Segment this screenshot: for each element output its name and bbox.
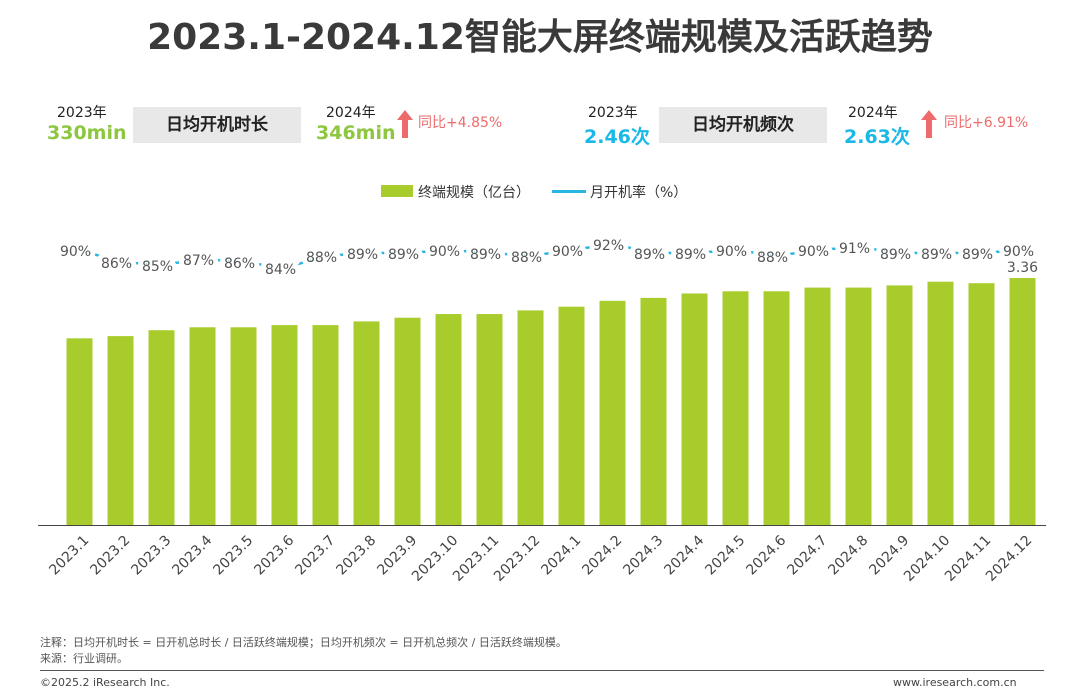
line-data-label: 90% [60,244,91,260]
line-data-label: 89% [388,247,419,263]
line-data-label: 91% [839,241,870,257]
bar [558,306,585,525]
chart-area: 90% 86% 85% 87% 86% 84% 88% 89% 89% 90% 89% 88% 90% 9… [38,233,1046,585]
x-tick-label: 2023.6 [251,532,297,578]
chart-source: 来源：行业调研。 [40,652,128,665]
x-tick-label: 2024.3 [620,533,666,579]
page-title: 2023.1-2024.12智能大屏终端规模及活跃趋势 [147,17,933,58]
arrow-up-icon [921,110,937,138]
line-data-label: 86% [101,256,132,272]
line-data-label: 90% [798,244,829,260]
chart-legend: 终端规模（亿台） 月开机率（%） [0,181,1080,201]
x-tick-label: 2024.12 [983,533,1035,585]
x-tick-label: 2024.2 [579,533,625,579]
chart-note: 注释：日均开机时长 = 日开机总时长 / 日活跃终端规模；日均开机频次 = 日开… [40,636,567,649]
x-tick-label: 2023.7 [292,533,338,579]
bar [148,330,175,525]
line-data-label: 89% [962,247,993,263]
x-tick-label: 2023.1 [46,533,92,579]
kpi-frequency-2023-label: 2023年 [588,105,638,121]
footer-url: www.iresearch.com.cn [893,676,1017,689]
kpi-duration-2023-value: 330min [47,122,127,144]
kpi-frequency-label: 日均开机频次 [659,107,827,143]
x-tick-label: 2024.8 [825,533,871,579]
bar [886,285,913,525]
x-tick-label: 2023.8 [333,533,379,579]
x-tick-label: 2024.4 [661,532,707,578]
x-tick-label: 2023.5 [210,533,256,579]
legend-swatch-bar [381,185,413,197]
x-tick-label: 2024.6 [743,532,789,578]
line-data-label: 90% [429,244,460,260]
x-tick-label: 2024.5 [702,533,748,579]
x-tick-label: 2023.4 [169,532,215,578]
line-data-label: 88% [306,250,337,266]
bar [517,310,544,525]
kpi-frequency-growth: 同比+6.91% [944,115,1029,131]
bar [107,336,134,525]
bar [394,317,421,525]
kpi-duration-2024-label: 2024年 [326,105,376,121]
bar [66,338,93,525]
line-data-label: 85% [142,259,173,275]
bar [722,291,749,525]
legend-swatch-line [552,190,586,193]
kpi-frequency-2023-value: 2.46次 [584,126,650,148]
kpi-duration-label: 日均开机时长 [133,107,301,143]
bar [1009,278,1036,525]
bar [640,297,667,525]
line-data-label: 88% [757,250,788,266]
bar [476,314,503,525]
line-data-label: 88% [511,250,542,266]
line-data-label: 89% [675,247,706,263]
x-tick-label: 2023.12 [491,533,543,585]
bar [189,327,216,525]
bar [927,281,954,525]
bar [435,314,462,525]
bar [845,287,872,525]
kpi-frequency-2024-label: 2024年 [848,105,898,121]
line-data-label: 89% [470,247,501,263]
line-data-label: 89% [921,247,952,263]
bar [599,300,626,525]
footer-divider [40,670,1044,671]
kpi-duration-2023-label: 2023年 [57,105,107,121]
x-tick-label: 2024.7 [784,533,830,579]
bar [230,327,257,525]
line-data-label: 90% [552,244,583,260]
x-tick-label: 2024.1 [538,533,584,579]
bar [353,321,380,525]
bar [968,283,995,525]
bar [681,293,708,525]
line-data-label: 87% [183,253,214,269]
line-data-label: 90% [1003,244,1034,260]
bar [763,291,790,525]
kpi-duration-2024-value: 346min [316,122,396,144]
x-tick-label: 2023.2 [87,533,133,579]
kpi-duration-growth: 同比+4.85% [418,115,503,131]
arrow-up-icon [397,110,413,138]
bar [271,325,298,525]
legend-label-line: 月开机率（%） [590,185,688,201]
line-data-label: 89% [880,247,911,263]
legend-label-bar: 终端规模（亿台） [418,185,530,201]
x-tick-label: 2023.3 [128,533,174,579]
kpi-frequency-2024-value: 2.63次 [844,126,910,148]
line-series [79,242,1023,270]
bar [804,287,831,525]
bar [312,325,339,525]
bar-data-label: 3.36 [1007,260,1038,276]
line-data-label: 90% [716,244,747,260]
line-data-label: 92% [593,238,624,254]
line-data-label: 89% [347,247,378,263]
footer-copyright: ©2025.2 iResearch Inc. [40,676,170,689]
line-data-label: 84% [265,262,296,278]
line-data-label: 86% [224,256,255,272]
line-data-label: 89% [634,247,665,263]
